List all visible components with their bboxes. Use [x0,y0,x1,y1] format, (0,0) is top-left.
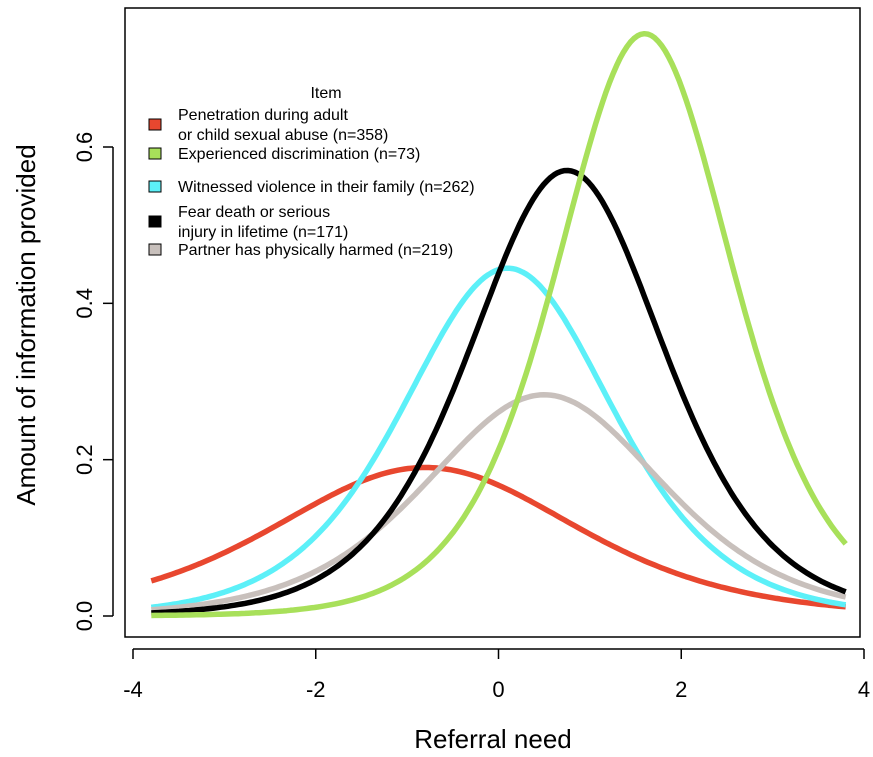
legend-label-4: Fear death or serious [178,204,330,221]
legend-label-4: injury in lifetime (n=171) [178,224,348,241]
legend-swatch-2 [148,147,162,160]
legend-title: Item [310,85,341,102]
x-axis-label: Referral need [414,724,572,754]
x-tick-label: 2 [675,677,687,702]
curves-group [150,30,848,619]
legend-label-3: Witnessed violence in their family (n=26… [178,179,475,196]
y-axis-label: Amount of information provided [11,144,41,505]
legend-swatch-3 [148,180,162,193]
legend-swatch-4 [148,215,162,228]
legend: Item Penetration during adult or child se… [148,85,475,259]
x-tick-label: 0 [492,677,504,702]
y-axis: 0.0 0.2 0.4 0.6 [72,132,114,632]
series-line-2 [151,30,848,619]
x-axis: -4 -2 0 2 4 [123,648,870,702]
legend-label-1: Penetration during adult [178,107,348,124]
series-line-3 [150,265,847,611]
series-line-4 [151,167,847,616]
y-tick-label: 0.6 [72,132,97,163]
x-tick-label: 4 [858,677,870,702]
x-tick-label: -4 [123,677,143,702]
series-line-5 [151,392,847,613]
y-tick-label: 0.2 [72,444,97,475]
y-tick-label: 0.4 [72,288,97,319]
legend-swatch-1 [148,118,162,131]
series-line-1 [150,464,846,610]
legend-label-1: or child sexual abuse (n=358) [178,127,388,144]
legend-label-5: Partner has physically harmed (n=219) [178,242,453,259]
x-tick-label: -2 [306,677,326,702]
y-tick-label: 0.0 [72,601,97,632]
legend-label-2: Experienced discrimination (n=73) [178,146,420,163]
legend-swatch-5 [148,243,162,256]
plot-box [124,7,861,638]
